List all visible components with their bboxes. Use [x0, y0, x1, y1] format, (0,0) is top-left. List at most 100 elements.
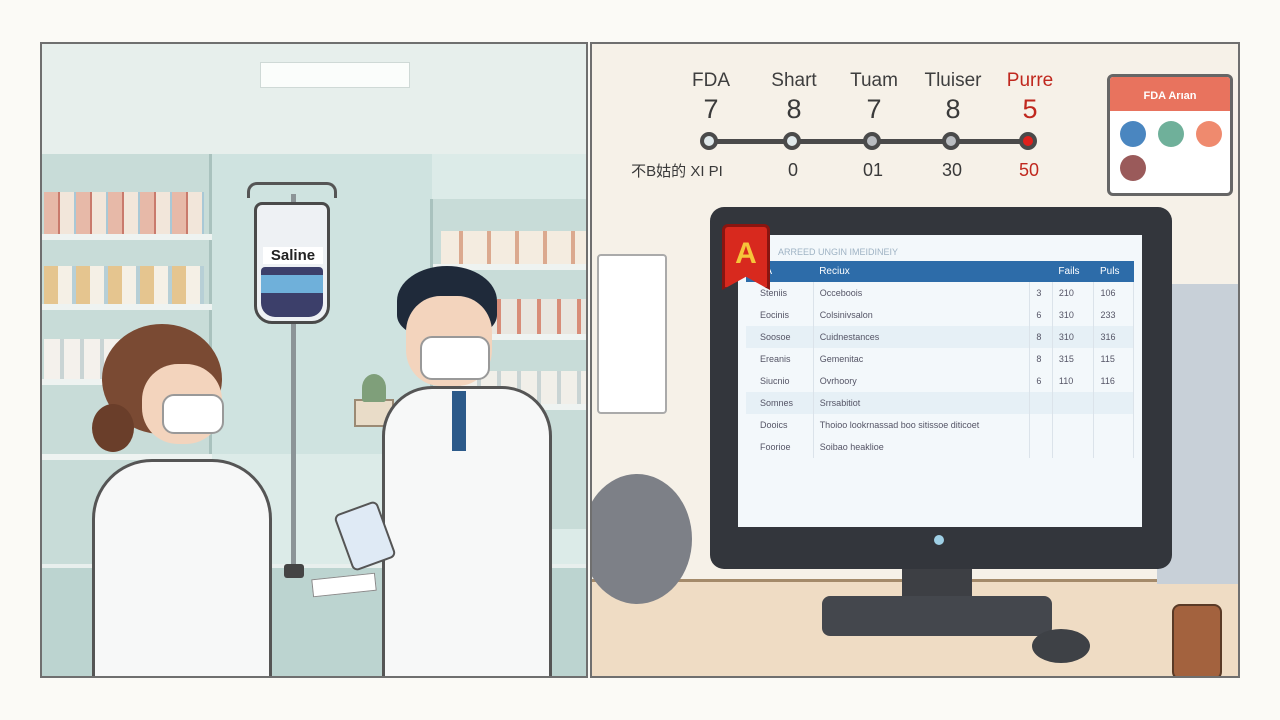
timeline-node-highlight: [1019, 132, 1037, 150]
face-mask: [420, 336, 490, 380]
table-cell: 8: [1029, 348, 1053, 370]
table-cell: 115: [1093, 348, 1134, 370]
table-cell: [1093, 414, 1134, 436]
table-cell: Siucnio: [746, 370, 814, 392]
table-cell: Somnes: [746, 392, 814, 414]
table-header[interactable]: Reciux: [813, 261, 1030, 282]
table-row[interactable]: Eocinis Colsinivsalon 6 310 233: [746, 304, 1134, 326]
timeline-label: Tuam: [850, 70, 898, 91]
table-cell: [1052, 392, 1095, 414]
timeline-bottom-label: 01: [862, 160, 884, 180]
power-button[interactable]: [934, 535, 944, 545]
table-cell: 315: [1052, 348, 1095, 370]
timeline-label: Tluiser: [924, 70, 982, 91]
table-cell: Srrsabitiot: [813, 392, 1031, 414]
timeline-number: 8: [786, 94, 802, 124]
timeline-number-highlight: 5: [1022, 94, 1038, 124]
table-cell: Eocinis: [746, 304, 814, 326]
table-row[interactable]: Siucnio Ovrhoory 6 110 116: [746, 370, 1134, 392]
iv-hook: [247, 182, 337, 198]
lab-coat: [382, 386, 552, 676]
iv-pole: [291, 194, 296, 574]
calendar-icon: FDA Arıan: [1107, 74, 1233, 196]
timeline-node: [942, 132, 960, 150]
calendar-dot: [1158, 121, 1184, 147]
alert-badge-letter: A: [735, 237, 757, 270]
table-row[interactable]: Foorioe Soibao heaklioe: [746, 436, 1134, 458]
table-cell: Occeboois: [813, 282, 1031, 304]
table-cell: [1029, 392, 1053, 414]
medicine-bottle: [1172, 604, 1222, 676]
timeline-label: FDA: [692, 70, 730, 91]
table-cell: Ovrhoory: [813, 370, 1031, 392]
timeline-label-highlight: Purre: [1006, 70, 1054, 91]
pharmacist-woman: [82, 324, 282, 676]
timeline-bottom-label: 30: [941, 160, 963, 180]
table-header[interactable]: Fails: [1052, 261, 1094, 282]
lab-coat: [92, 459, 272, 676]
table-cell: 106: [1093, 282, 1134, 304]
timeline-number: 7: [703, 94, 719, 124]
screen-title: ARREED UNGIN IMEIDINEIY: [778, 247, 899, 257]
table-row[interactable]: Steniis Occeboois 3 210 106: [746, 282, 1134, 304]
monitor-screen: ARREED UNGIN IMEIDINEIY FDA Reciux Fails…: [738, 235, 1142, 527]
table-cell: Soibao heaklioe: [813, 436, 1031, 458]
calendar-title: FDA Arıan: [1110, 77, 1230, 111]
ceiling-light: [260, 62, 410, 88]
table-cell: [1029, 414, 1053, 436]
fda-data-table: FDA Reciux Fails Puls SteniisOcceboois32…: [746, 261, 1134, 458]
timeline-number: 7: [866, 94, 882, 124]
table-cell: 110: [1052, 370, 1095, 392]
table-cell: 8: [1029, 326, 1053, 348]
pharmacy-scene-panel: Saline: [40, 42, 588, 678]
monitor: ARREED UNGIN IMEIDINEIY FDA Reciux Fails…: [710, 207, 1172, 569]
table-row[interactable]: Soosoe Cuidnestances 8 310 316: [746, 326, 1134, 348]
calendar-dot: [1120, 155, 1146, 181]
timeline-number: 8: [945, 94, 961, 124]
iv-bag-label: Saline: [263, 247, 323, 264]
table-cell: [1052, 414, 1095, 436]
table-header[interactable]: Puls: [1093, 261, 1134, 282]
table-cell: 3: [1029, 282, 1053, 304]
table-cell: 233: [1093, 304, 1134, 326]
table-cell: [1029, 436, 1053, 458]
table-cell: Gemenitac: [813, 348, 1031, 370]
table-row[interactable]: Ereanis Gemenitac 8 315 115: [746, 348, 1134, 370]
table-cell: Foorioe: [746, 436, 814, 458]
table-cell: 116: [1093, 370, 1134, 392]
table-row[interactable]: Somnes Srrsabitiot: [746, 392, 1134, 414]
timeline-node: [700, 132, 718, 150]
timeline-node: [863, 132, 881, 150]
timeline-bottom-label: 0: [787, 160, 798, 180]
table-cell: [1093, 436, 1134, 458]
timeline-bottom-label-highlight: 50: [1018, 160, 1040, 180]
table-cell: 310: [1052, 304, 1095, 326]
table-cell: Thoioo lookrnassad boo sitissoe diticoet: [813, 414, 1031, 436]
table-row[interactable]: Dooics Thoioo lookrnassad boo sitissoe di…: [746, 414, 1134, 436]
timeline-node: [783, 132, 801, 150]
table-cell: 316: [1093, 326, 1134, 348]
ceiling: [42, 44, 586, 154]
table-cell: Cuidnestances: [813, 326, 1031, 348]
table-cell: 6: [1029, 304, 1053, 326]
table-cell: Soosoe: [746, 326, 814, 348]
medicine-bottles: [44, 266, 204, 304]
table-cell: [1093, 392, 1134, 414]
wall-notice: [597, 254, 667, 414]
table-cell: 210: [1052, 282, 1095, 304]
table-cell: Steniis: [746, 282, 814, 304]
table-cell: [1052, 436, 1095, 458]
person-head: [592, 474, 692, 604]
calendar-dot: [1196, 121, 1222, 147]
table-cell: Colsinivsalon: [813, 304, 1031, 326]
table-header[interactable]: [1029, 261, 1053, 282]
plant: [362, 374, 386, 402]
medicine-bottles: [44, 192, 204, 234]
iv-bag: Saline: [254, 202, 330, 324]
table-cell: Ereanis: [746, 348, 814, 370]
timeline-label: Shart: [771, 70, 817, 91]
pharmacist-man: [333, 266, 582, 676]
timeline-bottom-label: 不B姑的 XI PI: [631, 163, 723, 180]
table-cell: 6: [1029, 370, 1053, 392]
calendar-dot: [1120, 121, 1146, 147]
